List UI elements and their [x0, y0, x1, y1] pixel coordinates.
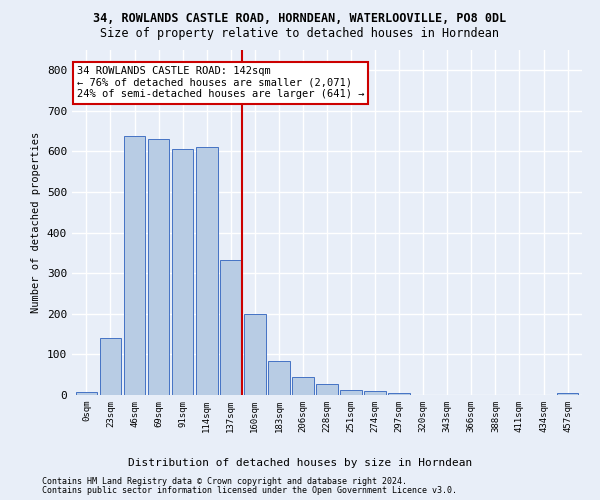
Text: Contains public sector information licensed under the Open Government Licence v3: Contains public sector information licen… — [42, 486, 457, 495]
Bar — [316, 384, 338, 395]
Bar — [244, 314, 266, 395]
Text: Size of property relative to detached houses in Horndean: Size of property relative to detached ho… — [101, 28, 499, 40]
Bar — [364, 390, 386, 395]
Text: 34 ROWLANDS CASTLE ROAD: 142sqm
← 76% of detached houses are smaller (2,071)
24%: 34 ROWLANDS CASTLE ROAD: 142sqm ← 76% of… — [77, 66, 364, 100]
Y-axis label: Number of detached properties: Number of detached properties — [31, 132, 41, 313]
Text: Contains HM Land Registry data © Crown copyright and database right 2024.: Contains HM Land Registry data © Crown c… — [42, 477, 407, 486]
Bar — [148, 140, 169, 395]
Bar — [557, 393, 578, 395]
Text: Distribution of detached houses by size in Horndean: Distribution of detached houses by size … — [128, 458, 472, 468]
Bar — [124, 136, 145, 395]
Bar — [268, 362, 290, 395]
Bar — [220, 260, 242, 395]
Bar — [340, 390, 362, 395]
Bar — [172, 148, 193, 395]
Bar — [388, 393, 410, 395]
Bar — [100, 338, 121, 395]
Text: 34, ROWLANDS CASTLE ROAD, HORNDEAN, WATERLOOVILLE, PO8 0DL: 34, ROWLANDS CASTLE ROAD, HORNDEAN, WATE… — [94, 12, 506, 26]
Bar — [292, 377, 314, 395]
Bar — [76, 392, 97, 395]
Bar — [196, 148, 218, 395]
